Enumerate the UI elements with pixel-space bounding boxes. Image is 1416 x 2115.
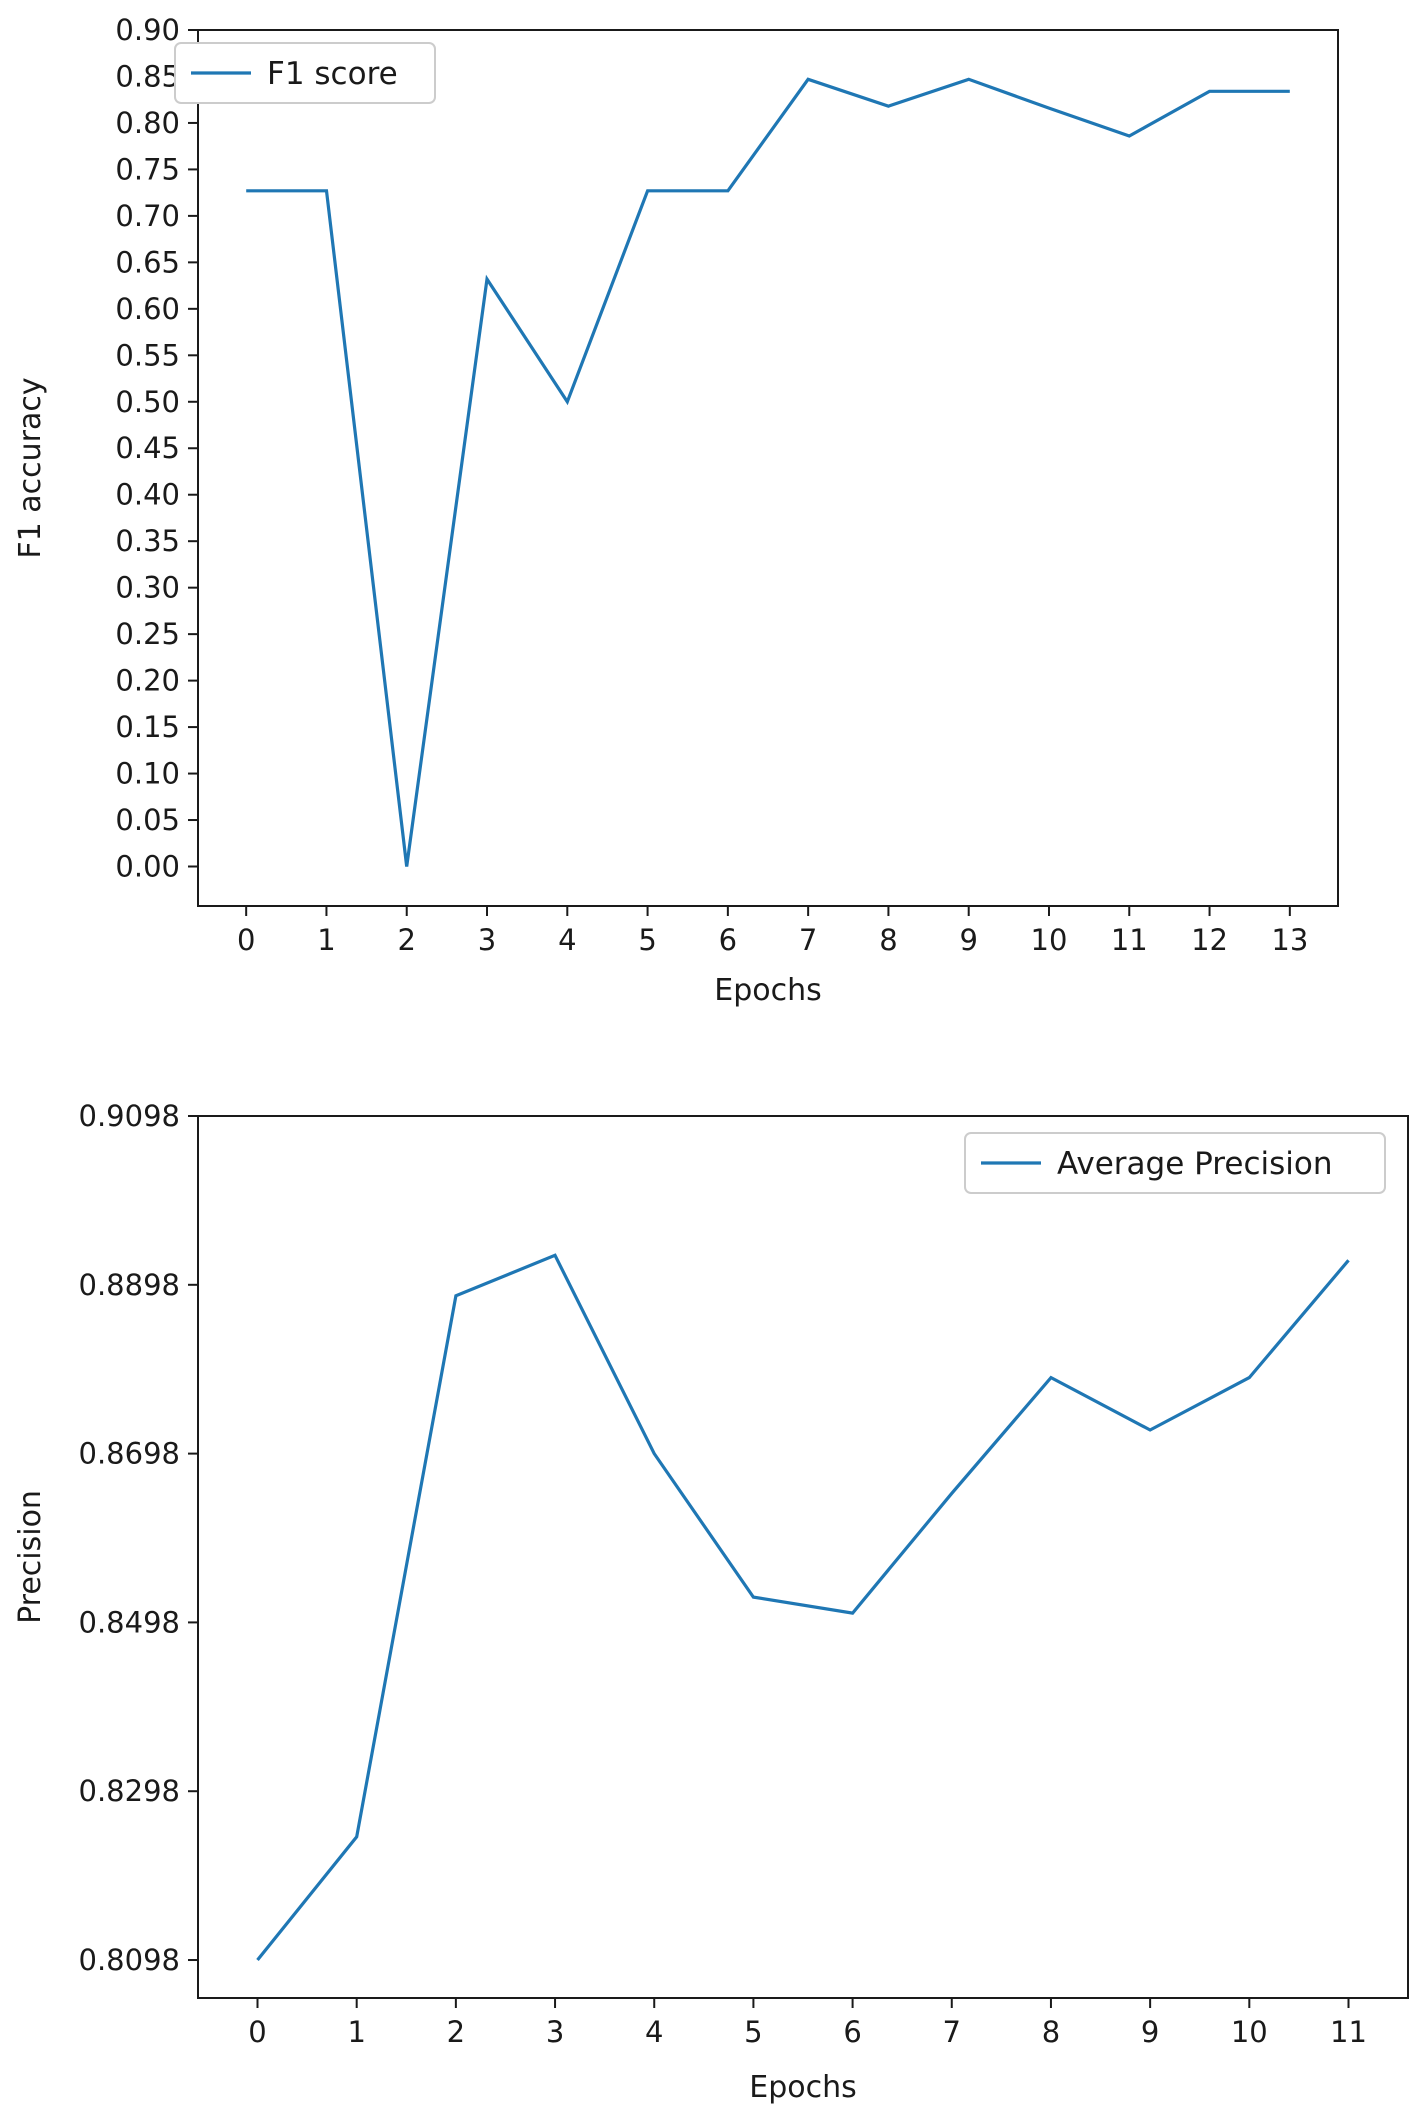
x-tick-label: 7 [799, 923, 817, 957]
plot-frame [197, 29, 1339, 907]
y-tick-label: 0.85 [115, 59, 180, 93]
x-axis-label: Epochs [749, 2070, 857, 2105]
y-tick-label: 0.20 [115, 664, 180, 698]
y-tick-label: 0.15 [115, 710, 180, 744]
y-tick-label: 0.8498 [79, 1605, 180, 1639]
y-tick-label: 0.45 [115, 431, 180, 465]
x-tick-label: 1 [317, 923, 335, 957]
x-tick-label: 3 [478, 923, 496, 957]
y-tick-label: 0.8298 [79, 1774, 180, 1808]
chart-2: 0 1 2 3 4 5 6 7 8 9 10 11 0.8098 0.8298 0.8498 0.8698 0.… [13, 1099, 1409, 2105]
y-tick-label: 0.60 [115, 292, 180, 326]
legend-box [174, 42, 436, 104]
legend-label: F1 score [267, 56, 398, 92]
x-tick-label: 2 [447, 2015, 465, 2049]
x-tick-label: 10 [1031, 923, 1068, 957]
y-tick-label: 0.10 [115, 757, 180, 791]
x-tick-label: 6 [719, 923, 737, 957]
y-tick-label: 0.25 [115, 617, 180, 651]
y-tick-label: 0.40 [115, 478, 180, 512]
y-tick-label: 0.8898 [79, 1268, 180, 1302]
y-tick-label: 0.65 [115, 245, 180, 279]
plot-frame [197, 1115, 1409, 1999]
x-tick-label: 3 [546, 2015, 564, 2049]
legend-label: Average Precision [1057, 1146, 1332, 1182]
y-tick-label: 0.9098 [79, 1099, 180, 1133]
x-tick-label: 11 [1111, 923, 1148, 957]
x-tick-label: 12 [1191, 923, 1228, 957]
x-tick-label: 8 [879, 923, 897, 957]
y-tick-label: 0.00 [115, 849, 180, 883]
x-tick-label: 9 [1141, 2015, 1159, 2049]
y-tick-label: 0.70 [115, 199, 180, 233]
x-tick-label: 6 [843, 2015, 861, 2049]
x-tick-label: 5 [638, 923, 656, 957]
y-tick-label: 0.55 [115, 338, 180, 372]
y-tick-label: 0.35 [115, 524, 180, 558]
x-tick-label: 10 [1231, 2015, 1268, 2049]
y-tick-label: 0.80 [115, 106, 180, 140]
x-tick-label: 1 [347, 2015, 365, 2049]
x-tick-label: 8 [1042, 2015, 1060, 2049]
y-tick-label: 0.8698 [79, 1437, 180, 1471]
x-tick-label: 11 [1330, 2015, 1367, 2049]
y-tick-label: 0.90 [115, 13, 180, 47]
y-tick-label: 0.05 [115, 803, 180, 837]
legend: Average Precision [964, 1132, 1386, 1194]
y-tick-label: 0.8098 [79, 1943, 180, 1977]
x-tick-label: 7 [943, 2015, 961, 2049]
legend: F1 score [174, 42, 436, 104]
series-line [246, 77, 1290, 867]
y-tick-label: 0.75 [115, 152, 180, 186]
y-axis-label: F1 accuracy [13, 377, 48, 558]
x-tick-label: 5 [744, 2015, 762, 2049]
chart-1: 0 1 2 3 4 5 6 7 8 9 10 11 12 130.000.050.100.150.200.… [13, 13, 1339, 1008]
x-axis-label: Epochs [714, 973, 822, 1008]
y-tick-label: 0.30 [115, 571, 180, 605]
x-tick-label: 4 [558, 923, 576, 957]
series-line [256, 1253, 1350, 1962]
y-tick-label: 0.50 [115, 385, 180, 419]
legend-box [964, 1132, 1386, 1194]
x-tick-label: 13 [1271, 923, 1308, 957]
x-tick-label: 0 [237, 923, 255, 957]
x-tick-label: 4 [645, 2015, 663, 2049]
y-axis-label: Precision [13, 1490, 48, 1624]
x-tick-label: 2 [398, 923, 416, 957]
x-tick-label: 0 [248, 2015, 266, 2049]
x-tick-label: 9 [959, 923, 977, 957]
